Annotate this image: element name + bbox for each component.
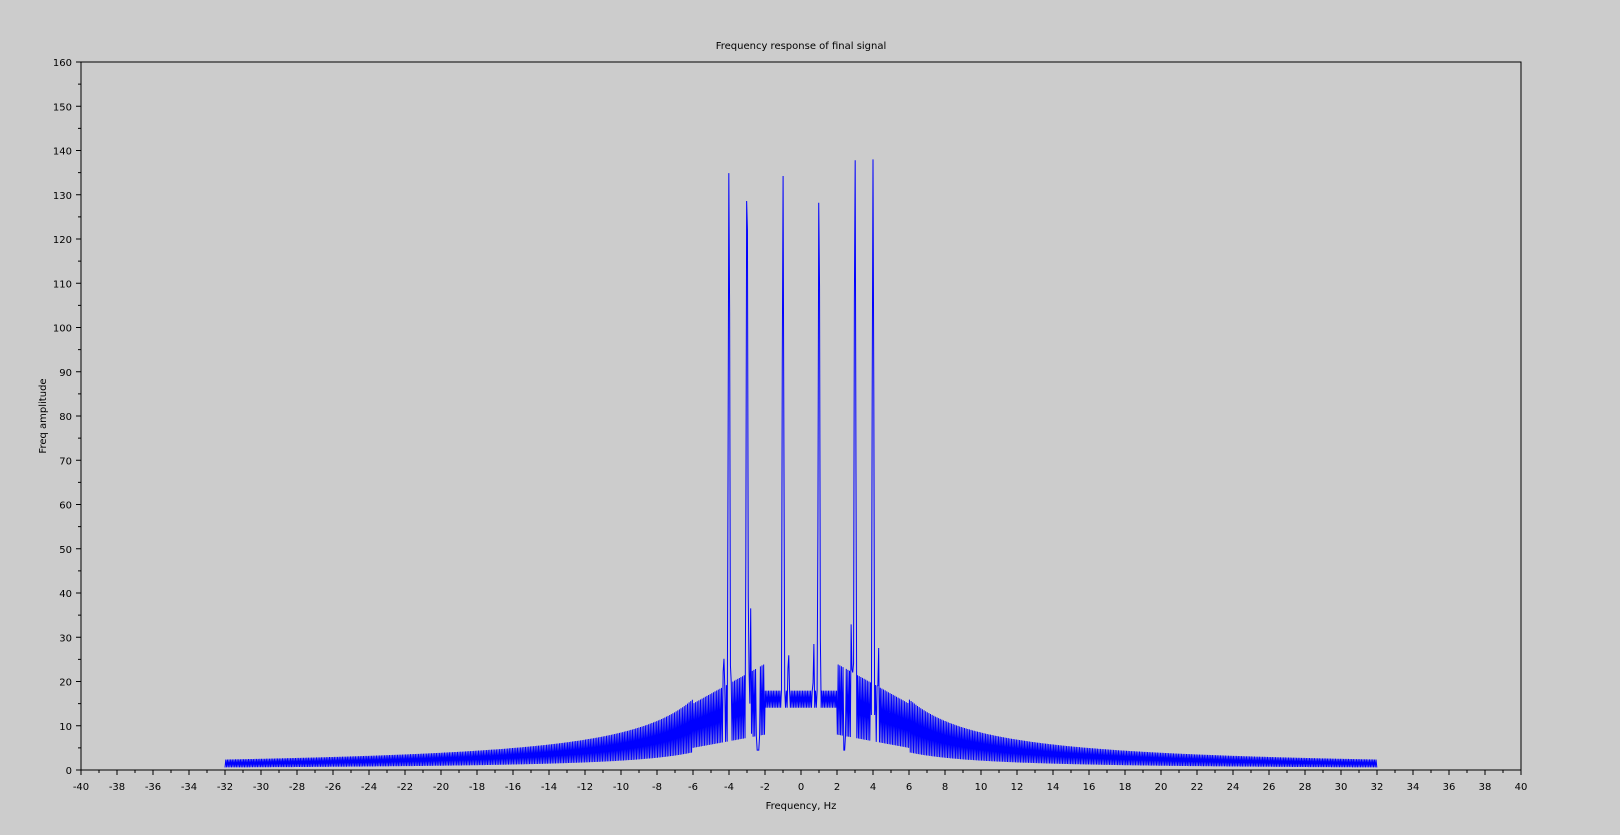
x-tick-label: 2 [834,782,840,793]
x-tick-label: 28 [1299,782,1312,793]
x-tick-label: -6 [688,782,698,793]
x-axis: -40 -38 -36 -34 -32 -30 -28 -26 -24 -22 -20 -18 -16-… [73,770,1528,793]
y-tick-label: 0 [66,766,72,777]
chart-title: Frequency response of final signal [716,41,887,52]
x-tick-label: -36 [145,782,161,793]
y-axis: 0 10 20 30 40 50 60 70 80 90 100 110 120 130 140 150 160 [53,58,81,777]
y-tick-label: 160 [53,58,72,69]
x-tick-label: -30 [253,782,269,793]
x-tick-label: 4 [870,782,876,793]
x-tick-label: 26 [1263,782,1276,793]
x-tick-label: -32 [217,782,233,793]
x-tick-label: 20 [1155,782,1168,793]
y-tick-label: 110 [53,279,72,290]
x-tick-label: -20 [433,782,449,793]
x-tick-label: -28 [289,782,305,793]
y-tick-label: 120 [53,235,72,246]
x-tick-label: -10 [613,782,629,793]
x-tick-label: 24 [1227,782,1240,793]
y-tick-label: 140 [53,147,72,158]
x-tick-label: 6 [906,782,912,793]
x-tick-label: -12 [577,782,593,793]
x-tick-label: 22 [1191,782,1204,793]
x-tick-label: 0 [798,782,804,793]
x-tick-label: -18 [469,782,485,793]
x-tick-label: -40 [73,782,89,793]
x-tick-label: -22 [397,782,413,793]
x-tick-label: 30 [1335,782,1348,793]
x-tick-label: 32 [1371,782,1384,793]
x-tick-label: 8 [942,782,948,793]
x-tick-label: -8 [652,782,662,793]
y-tick-label: 100 [53,324,72,335]
x-tick-label: -4 [724,782,734,793]
x-tick-label: 14 [1047,782,1060,793]
y-tick-label: 70 [59,456,72,467]
y-tick-label: 30 [59,633,72,644]
x-tick-label: -34 [181,782,197,793]
y-tick-label: 20 [59,678,72,689]
x-tick-label: 40 [1515,782,1528,793]
x-tick-label: 18 [1119,782,1132,793]
y-tick-label: 50 [59,545,72,556]
series-line [224,159,1378,768]
x-tick-label: -38 [109,782,125,793]
y-tick-label: 60 [59,501,72,512]
x-tick-label: 38 [1479,782,1492,793]
y-tick-label: 90 [59,368,72,379]
y-tick-label: 40 [59,589,72,600]
plot-area [80,61,1522,771]
x-tick-label: 36 [1443,782,1456,793]
y-tick-label: 130 [53,191,72,202]
x-tick-label: -16 [505,782,521,793]
x-tick-label: -14 [541,782,557,793]
x-axis-label: Frequency, Hz [766,801,837,812]
y-tick-label: 10 [59,722,72,733]
x-tick-label: -2 [760,782,770,793]
x-tick-label: 10 [975,782,988,793]
y-axis-label: Freq amplitude [38,378,49,453]
y-tick-label: 80 [59,412,72,423]
x-tick-label: 12 [1011,782,1024,793]
x-tick-label: -24 [361,782,377,793]
x-tick-label: -26 [325,782,341,793]
y-tick-label: 150 [53,102,72,113]
x-tick-label: 16 [1083,782,1096,793]
x-tick-label: 34 [1407,782,1420,793]
